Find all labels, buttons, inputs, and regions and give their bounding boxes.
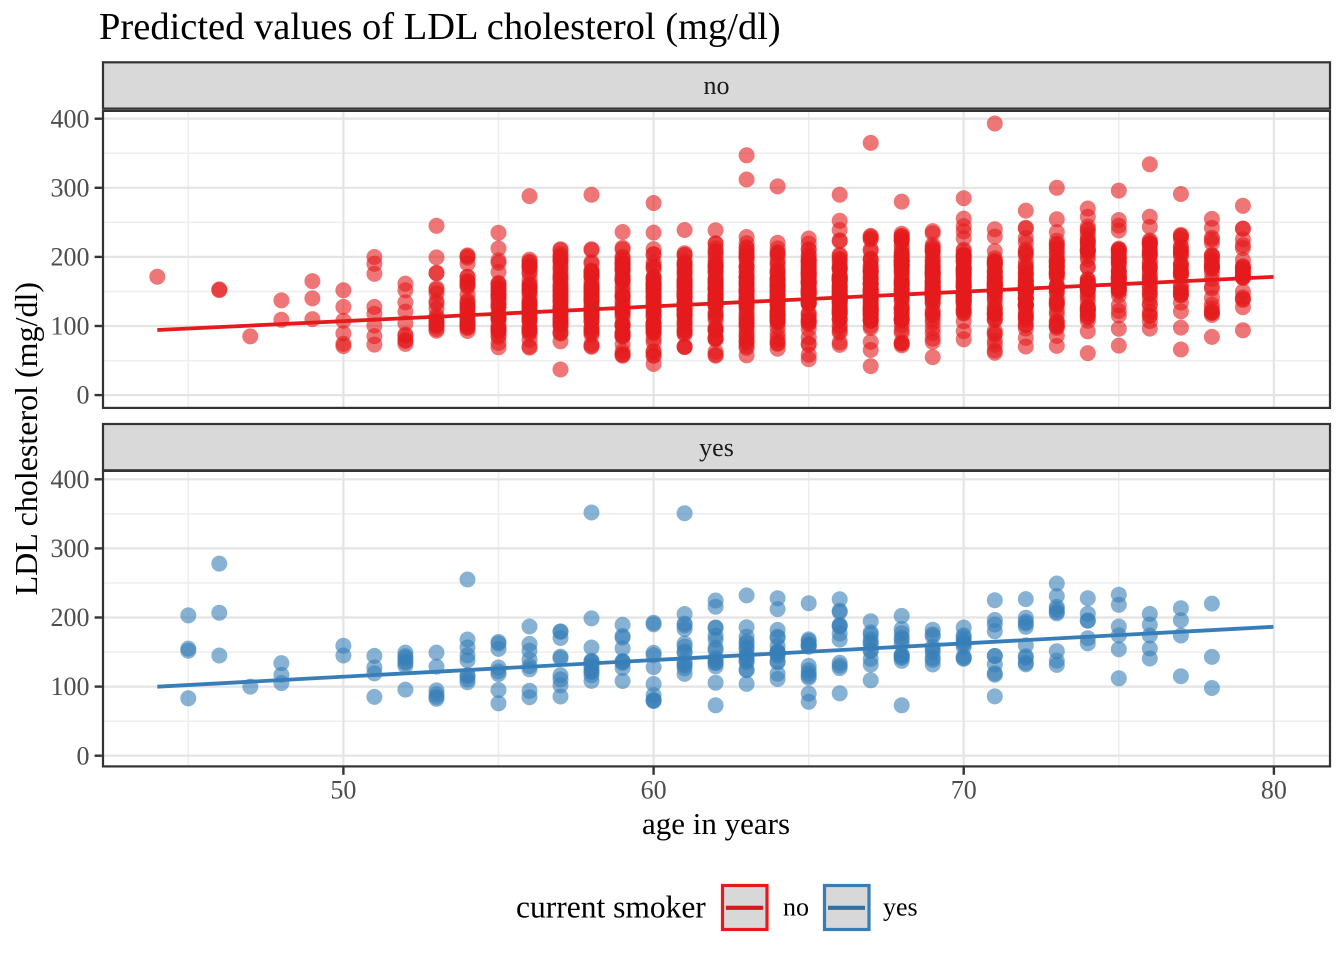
svg-text:300: 300 — [51, 173, 90, 202]
svg-text:60: 60 — [641, 775, 667, 804]
svg-text:no: no — [704, 71, 730, 100]
svg-text:age in years: age in years — [642, 806, 790, 841]
svg-text:100: 100 — [51, 312, 90, 341]
svg-text:70: 70 — [951, 775, 977, 804]
svg-text:200: 200 — [51, 603, 90, 632]
svg-text:yes: yes — [699, 433, 734, 462]
svg-text:400: 400 — [51, 465, 90, 494]
svg-text:Predicted values of LDL choles: Predicted values of LDL cholesterol (mg/… — [99, 6, 781, 48]
svg-text:0: 0 — [77, 381, 90, 410]
svg-text:yes: yes — [883, 893, 918, 922]
svg-text:no: no — [783, 893, 809, 922]
svg-text:LDL cholesterol (mg/dl): LDL cholesterol (mg/dl) — [8, 282, 44, 595]
svg-text:50: 50 — [330, 775, 356, 804]
svg-text:current smoker: current smoker — [516, 890, 706, 925]
svg-text:80: 80 — [1261, 775, 1287, 804]
svg-text:200: 200 — [51, 243, 90, 272]
svg-text:0: 0 — [77, 741, 90, 770]
svg-text:400: 400 — [51, 104, 90, 133]
svg-text:100: 100 — [51, 672, 90, 701]
svg-text:300: 300 — [51, 534, 90, 563]
